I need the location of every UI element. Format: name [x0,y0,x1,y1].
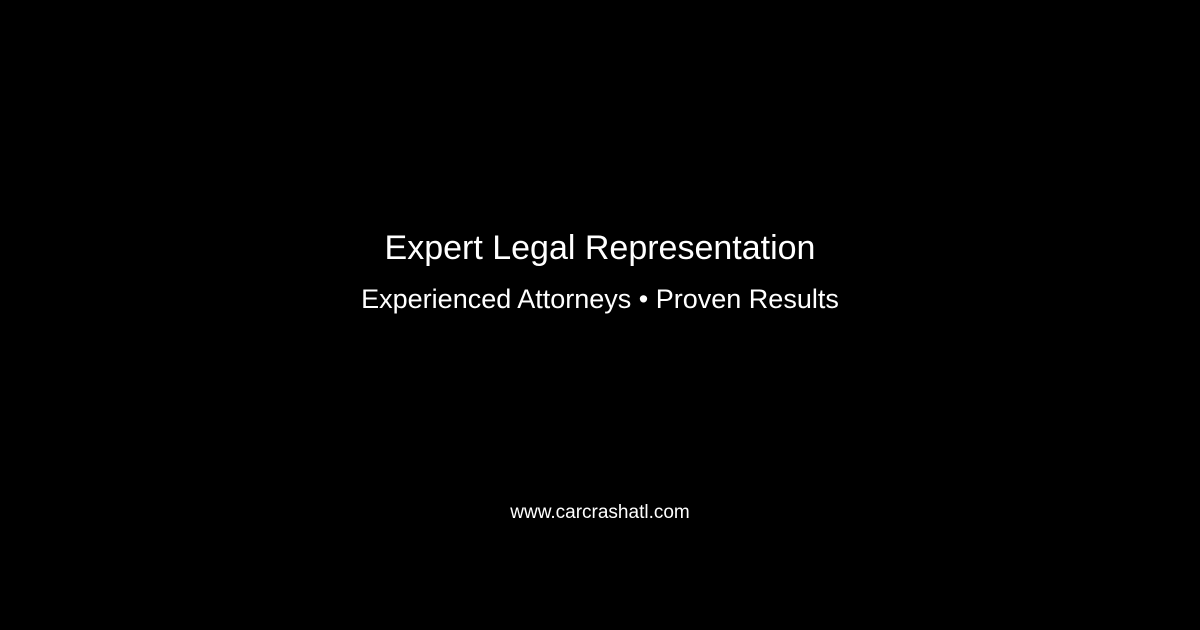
tagline: Experienced Attorneys • Proven Results [361,284,839,314]
headline: Expert Legal Representation [384,229,816,267]
website-url: www.carcrashatl.com [510,502,690,523]
